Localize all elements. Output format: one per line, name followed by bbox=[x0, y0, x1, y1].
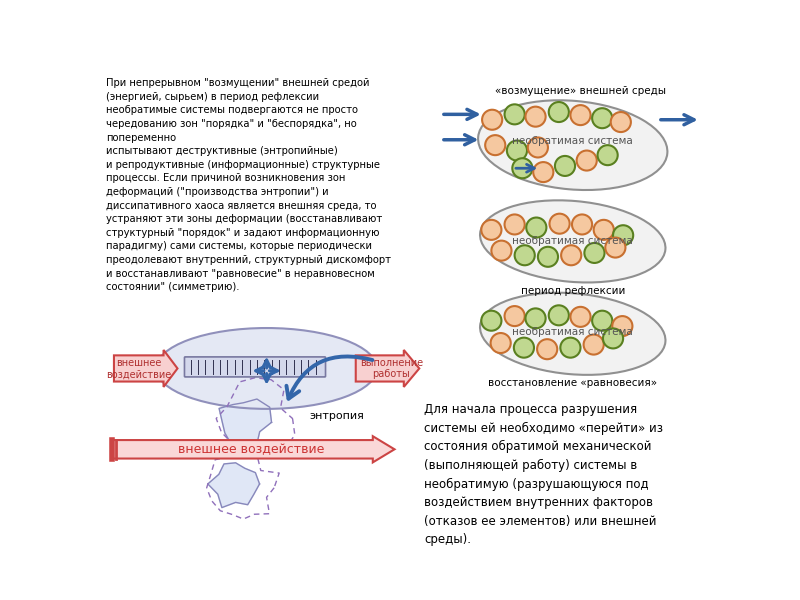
Circle shape bbox=[592, 311, 612, 331]
Circle shape bbox=[594, 220, 614, 240]
Circle shape bbox=[485, 135, 506, 155]
Circle shape bbox=[592, 108, 612, 128]
Ellipse shape bbox=[156, 328, 377, 409]
Text: восстановление «равновесия»: восстановление «равновесия» bbox=[488, 379, 658, 388]
Circle shape bbox=[560, 338, 581, 358]
Text: выполнение
работы: выполнение работы bbox=[360, 358, 423, 379]
Polygon shape bbox=[208, 463, 259, 508]
Circle shape bbox=[603, 328, 623, 349]
Text: период рефлексии: период рефлексии bbox=[521, 286, 625, 296]
Circle shape bbox=[549, 102, 569, 122]
FancyBboxPatch shape bbox=[185, 357, 326, 377]
Circle shape bbox=[505, 214, 525, 235]
Circle shape bbox=[491, 241, 511, 260]
Circle shape bbox=[570, 105, 590, 125]
Circle shape bbox=[555, 156, 575, 176]
Polygon shape bbox=[219, 399, 271, 450]
Circle shape bbox=[526, 107, 546, 127]
Text: необратимая система: необратимая система bbox=[512, 236, 633, 247]
Circle shape bbox=[606, 238, 626, 257]
Circle shape bbox=[526, 308, 546, 328]
Text: необратимая система: необратимая система bbox=[512, 136, 633, 146]
Text: При непрерывном "возмущении" внешней средой
(энергией, сырьем) в период рефлекси: При непрерывном "возмущении" внешней сре… bbox=[106, 78, 391, 292]
Circle shape bbox=[482, 110, 502, 130]
Circle shape bbox=[505, 104, 525, 124]
Circle shape bbox=[537, 339, 558, 359]
Circle shape bbox=[549, 305, 569, 325]
Circle shape bbox=[490, 333, 510, 353]
Circle shape bbox=[584, 243, 605, 263]
Text: Для начала процесса разрушения
системы ей необходимо «перейти» из
состояния обра: Для начала процесса разрушения системы е… bbox=[424, 403, 663, 546]
Text: внешнее воздействие: внешнее воздействие bbox=[178, 443, 324, 456]
Circle shape bbox=[482, 311, 502, 331]
Circle shape bbox=[514, 245, 534, 265]
Ellipse shape bbox=[478, 100, 667, 190]
Circle shape bbox=[570, 307, 590, 327]
Text: внешнее
воздействие: внешнее воздействие bbox=[106, 358, 171, 379]
Circle shape bbox=[610, 112, 631, 132]
Ellipse shape bbox=[480, 200, 666, 283]
Circle shape bbox=[514, 338, 534, 358]
Text: «возмущение» внешней среды: «возмущение» внешней среды bbox=[495, 86, 666, 96]
Circle shape bbox=[613, 225, 634, 245]
FancyArrow shape bbox=[112, 436, 394, 463]
Circle shape bbox=[534, 162, 554, 182]
Circle shape bbox=[507, 140, 527, 161]
Circle shape bbox=[482, 220, 502, 240]
Circle shape bbox=[577, 151, 597, 170]
Circle shape bbox=[505, 306, 525, 326]
Circle shape bbox=[528, 137, 548, 157]
Circle shape bbox=[561, 245, 582, 265]
Ellipse shape bbox=[480, 293, 666, 375]
Text: энтропия: энтропия bbox=[309, 411, 364, 421]
Circle shape bbox=[598, 145, 618, 165]
Text: необратимая система: необратимая система bbox=[512, 327, 633, 337]
Circle shape bbox=[538, 247, 558, 267]
Circle shape bbox=[583, 335, 604, 355]
Circle shape bbox=[526, 218, 546, 238]
Circle shape bbox=[550, 214, 570, 233]
FancyArrowPatch shape bbox=[286, 356, 373, 398]
Circle shape bbox=[512, 158, 533, 178]
FancyArrow shape bbox=[114, 350, 178, 387]
FancyArrow shape bbox=[356, 350, 419, 387]
Circle shape bbox=[612, 316, 633, 336]
Circle shape bbox=[572, 214, 592, 235]
